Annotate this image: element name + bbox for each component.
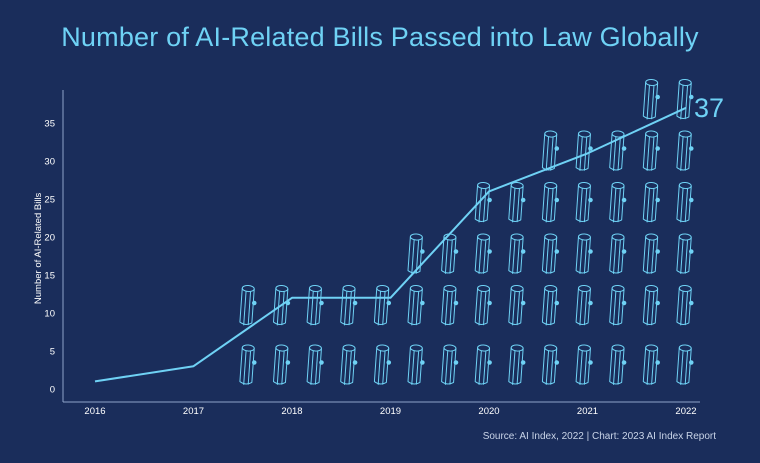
scroll-icon <box>575 344 593 385</box>
scroll-icon <box>508 182 526 223</box>
x-tick-label: 2016 <box>84 406 105 417</box>
scroll-icon <box>541 182 560 223</box>
y-tick-label: 5 <box>50 347 55 358</box>
x-tick-label: 2021 <box>577 406 598 417</box>
scroll-icon <box>609 130 627 171</box>
x-tick-label: 2022 <box>675 406 696 417</box>
y-axis-title: Number of AI-Related Bills <box>33 192 44 304</box>
scroll-icon <box>407 285 425 326</box>
scroll-icon <box>642 130 660 171</box>
scroll-icon <box>575 182 593 223</box>
scroll-icon <box>541 130 560 171</box>
y-tick-label: 30 <box>44 157 55 168</box>
scroll-icon <box>676 182 694 223</box>
scroll-icon <box>642 344 660 385</box>
x-tick-label: 2019 <box>380 406 401 417</box>
scroll-icon <box>306 285 324 326</box>
scroll-icon <box>642 182 660 223</box>
axes <box>62 90 700 403</box>
y-tick-label: 15 <box>44 271 55 282</box>
scroll-icon <box>340 344 358 385</box>
scroll-icon <box>474 344 492 385</box>
scroll-icon <box>474 233 492 274</box>
chart-title: Number of AI-Related Bills Passed into L… <box>61 22 699 52</box>
x-tick-label: 2017 <box>183 406 204 417</box>
scroll-icon <box>340 285 358 326</box>
scroll-icon <box>272 344 291 385</box>
x-tick-label: 2020 <box>478 406 499 417</box>
scroll-icon <box>642 233 660 274</box>
labels-layer: 0 5 10 15 20 25 30 35 2016 2017 2018 2019 2020 2021 20… <box>33 93 724 417</box>
scroll-icon <box>306 344 324 385</box>
scroll-icon <box>575 285 593 326</box>
scroll-icon <box>676 79 694 120</box>
scroll-icon <box>441 344 459 385</box>
series-layer <box>94 106 687 383</box>
source-note: Source: AI Index, 2022 | Chart: 2023 AI … <box>482 431 716 442</box>
y-tick-label: 25 <box>44 195 55 206</box>
scroll-icon <box>642 285 660 326</box>
series-line <box>94 106 687 383</box>
scroll-icon <box>676 344 694 385</box>
scroll-icon <box>609 233 627 274</box>
y-tick-label: 0 <box>50 385 55 396</box>
scroll-icon <box>239 285 257 326</box>
scroll-icon <box>474 285 492 326</box>
scroll-icon <box>508 233 526 274</box>
y-tick-label: 35 <box>44 119 55 130</box>
scroll-icon <box>642 79 660 120</box>
scroll-icon <box>272 285 291 326</box>
end-value-label: 37 <box>694 93 724 123</box>
scroll-icon <box>676 233 694 274</box>
scroll-icon <box>239 344 257 385</box>
scroll-icon <box>609 285 627 326</box>
scroll-icon <box>541 285 560 326</box>
scroll-icon <box>575 233 593 274</box>
scroll-icon <box>441 285 459 326</box>
x-tick-label: 2018 <box>281 406 302 417</box>
scroll-icon <box>508 344 526 385</box>
scroll-icon <box>373 285 392 326</box>
scroll-icon <box>541 344 560 385</box>
scroll-icon <box>508 285 526 326</box>
scroll-icon <box>609 344 627 385</box>
y-tick-label: 20 <box>44 233 55 244</box>
scroll-icon <box>676 285 694 326</box>
scroll-icon <box>676 130 694 171</box>
pictogram-layer <box>239 79 694 385</box>
scroll-icon <box>407 344 425 385</box>
scroll-icon <box>441 233 459 274</box>
y-tick-label: 10 <box>44 309 55 320</box>
scroll-icon <box>541 233 560 274</box>
scroll-icon <box>373 344 392 385</box>
scroll-icon <box>609 182 627 223</box>
